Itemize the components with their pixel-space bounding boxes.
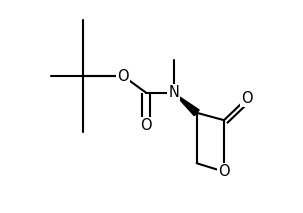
- Polygon shape: [174, 93, 199, 116]
- Text: O: O: [241, 91, 253, 106]
- Text: O: O: [140, 118, 152, 133]
- Text: O: O: [218, 164, 230, 179]
- Text: O: O: [117, 69, 129, 83]
- Text: N: N: [168, 85, 179, 100]
